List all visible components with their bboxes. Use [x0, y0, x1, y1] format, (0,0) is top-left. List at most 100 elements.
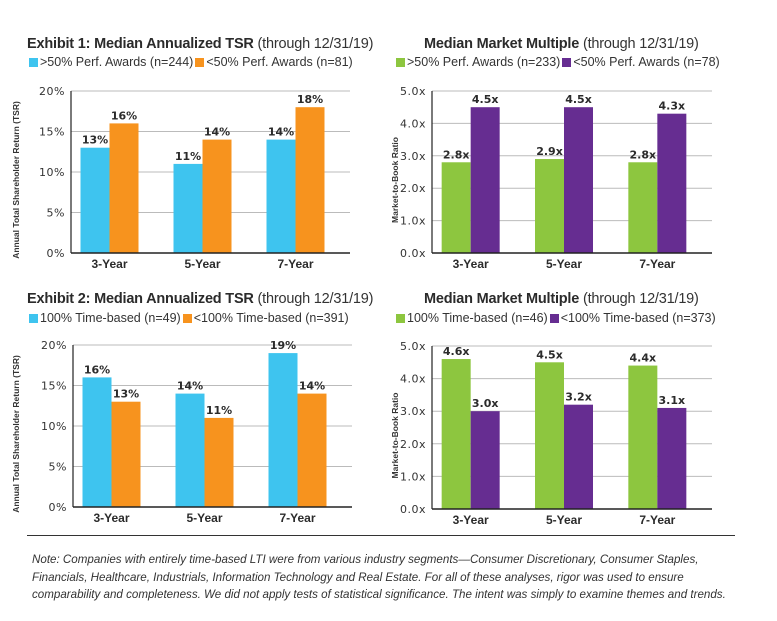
data-label: 4.5x — [536, 348, 563, 361]
y-tick-label: 5.0x — [400, 85, 426, 98]
footnote: Note: Companies with entirely time-based… — [32, 553, 726, 601]
y-tick-label: 10% — [41, 420, 67, 433]
data-label: 13% — [82, 134, 108, 147]
legend-swatch — [195, 57, 205, 67]
legend-swatch — [549, 313, 559, 323]
title-text: Exhibit 2: Median Annualized TSR — [27, 291, 254, 307]
legend-swatch — [562, 57, 572, 67]
y-axis-title: Market-to-Book Ratio — [390, 137, 400, 223]
x-tick-label: 3-Year — [453, 257, 489, 271]
bar-series2 — [204, 417, 234, 507]
bar-series1 — [535, 362, 564, 509]
chart-title-exhibit2-tsr: Exhibit 2: Median Annualized TSR (throug… — [27, 291, 373, 307]
bar-series2 — [657, 407, 687, 509]
y-axis-title: Annual Total Shareholder Return (TSR) — [11, 101, 21, 259]
data-label: 2.9x — [536, 145, 563, 158]
legend-label: <50% Perf. Awards (n=81) — [206, 55, 353, 69]
bar-series1 — [535, 159, 564, 253]
data-label: 4.5x — [472, 93, 499, 106]
legend-item: <50% Perf. Awards (n=78) — [562, 55, 720, 69]
bar-series1 — [173, 163, 203, 253]
legend-item: <50% Perf. Awards (n=81) — [195, 55, 353, 69]
x-tick-label: 3-Year — [91, 257, 127, 271]
data-label: 14% — [299, 380, 325, 393]
legend-label: 100% Time-based (n=49) — [40, 311, 181, 325]
bar-series1 — [82, 377, 112, 507]
bar-series2 — [109, 123, 139, 254]
x-tick-label: 7-Year — [639, 257, 675, 271]
title-text: Median Market Multiple — [424, 291, 580, 307]
legend-exhibit1-multiple: >50% Perf. Awards (n=233) <50% Perf. Awa… — [396, 55, 722, 69]
bar-series2 — [564, 107, 593, 253]
legend-exhibit1-tsr: >50% Perf. Awards (n=244) <50% Perf. Awa… — [29, 55, 355, 69]
divider — [27, 535, 735, 536]
x-tick-label: 5-Year — [546, 257, 582, 271]
legend-item: 100% Time-based (n=46) — [396, 311, 548, 325]
chart-title-exhibit2-multiple: Median Market Multiple (through 12/31/19… — [424, 291, 699, 307]
bar-series2 — [657, 113, 687, 254]
x-tick-label: 3-Year — [93, 511, 129, 525]
legend-label: <100% Time-based (n=391) — [193, 311, 349, 325]
x-tick-label: 7-Year — [277, 257, 313, 271]
legend-label: <100% Time-based (n=373) — [560, 311, 716, 325]
bar-series1 — [266, 139, 296, 253]
y-axis-title: Market-to-Book Ratio — [390, 393, 400, 479]
chart-title-exhibit1-tsr: Exhibit 1: Median Annualized TSR (throug… — [27, 36, 373, 52]
y-tick-label: 10% — [39, 166, 65, 179]
data-label: 11% — [175, 150, 201, 163]
y-tick-label: 3.0x — [400, 150, 426, 163]
legend-swatch — [182, 313, 192, 323]
y-tick-label: 0% — [47, 247, 65, 260]
bar-series1 — [441, 359, 471, 509]
data-label: 4.6x — [443, 345, 470, 358]
bar-series2 — [470, 411, 500, 509]
bar-series2 — [564, 404, 593, 509]
y-tick-label: 2.0x — [400, 182, 426, 195]
subtitle-text: (through 12/31/19) — [582, 291, 699, 307]
legend-item: 100% Time-based (n=49) — [29, 311, 181, 325]
x-tick-label: 5-Year — [546, 513, 582, 527]
bar-series2 — [295, 107, 325, 253]
legend-exhibit2-tsr: 100% Time-based (n=49) <100% Time-based … — [29, 311, 351, 325]
legend-label: 100% Time-based (n=46) — [407, 311, 548, 325]
legend-item: <100% Time-based (n=391) — [182, 311, 349, 325]
legend-item: >50% Perf. Awards (n=244) — [29, 55, 193, 69]
y-tick-label: 2.0x — [400, 438, 426, 451]
bar-series1 — [175, 393, 205, 507]
legend-swatch — [29, 57, 38, 67]
data-label: 4.5x — [565, 93, 592, 106]
data-label: 3.2x — [565, 391, 592, 404]
chart-title-exhibit1-multiple: Median Market Multiple (through 12/31/19… — [424, 36, 699, 52]
legend-swatch — [29, 313, 38, 323]
legend-label: <50% Perf. Awards (n=78) — [573, 55, 720, 69]
y-tick-label: 0.0x — [400, 247, 426, 260]
bar-series2 — [297, 393, 327, 507]
data-label: 16% — [84, 363, 110, 376]
y-tick-label: 1.0x — [400, 215, 426, 228]
bar-series1 — [80, 147, 110, 253]
bar-series2 — [470, 107, 500, 253]
y-tick-label: 4.0x — [400, 117, 426, 130]
bar-series1 — [441, 162, 471, 253]
legend-label: >50% Perf. Awards (n=244) — [40, 55, 194, 69]
bar-series2 — [202, 139, 232, 253]
y-tick-label: 0% — [49, 501, 67, 514]
y-tick-label: 1.0x — [400, 470, 426, 483]
x-tick-label: 7-Year — [279, 511, 315, 525]
legend-exhibit2-multiple: 100% Time-based (n=46) <100% Time-based … — [396, 311, 718, 325]
x-tick-label: 5-Year — [186, 511, 222, 525]
data-label: 19% — [270, 339, 296, 352]
y-tick-label: 3.0x — [400, 405, 426, 418]
data-label: 4.4x — [630, 352, 657, 365]
subtitle-text: (through 12/31/19) — [257, 36, 374, 52]
data-label: 2.8x — [443, 148, 470, 161]
bar-series1 — [268, 353, 298, 507]
data-label: 16% — [111, 109, 137, 122]
data-label: 3.0x — [472, 397, 499, 410]
data-label: 13% — [113, 388, 139, 401]
legend-item: <100% Time-based (n=373) — [549, 311, 716, 325]
title-text: Median Market Multiple — [424, 36, 580, 52]
y-tick-label: 15% — [39, 126, 65, 139]
y-tick-label: 0.0x — [400, 503, 426, 516]
y-tick-label: 5% — [47, 207, 65, 220]
